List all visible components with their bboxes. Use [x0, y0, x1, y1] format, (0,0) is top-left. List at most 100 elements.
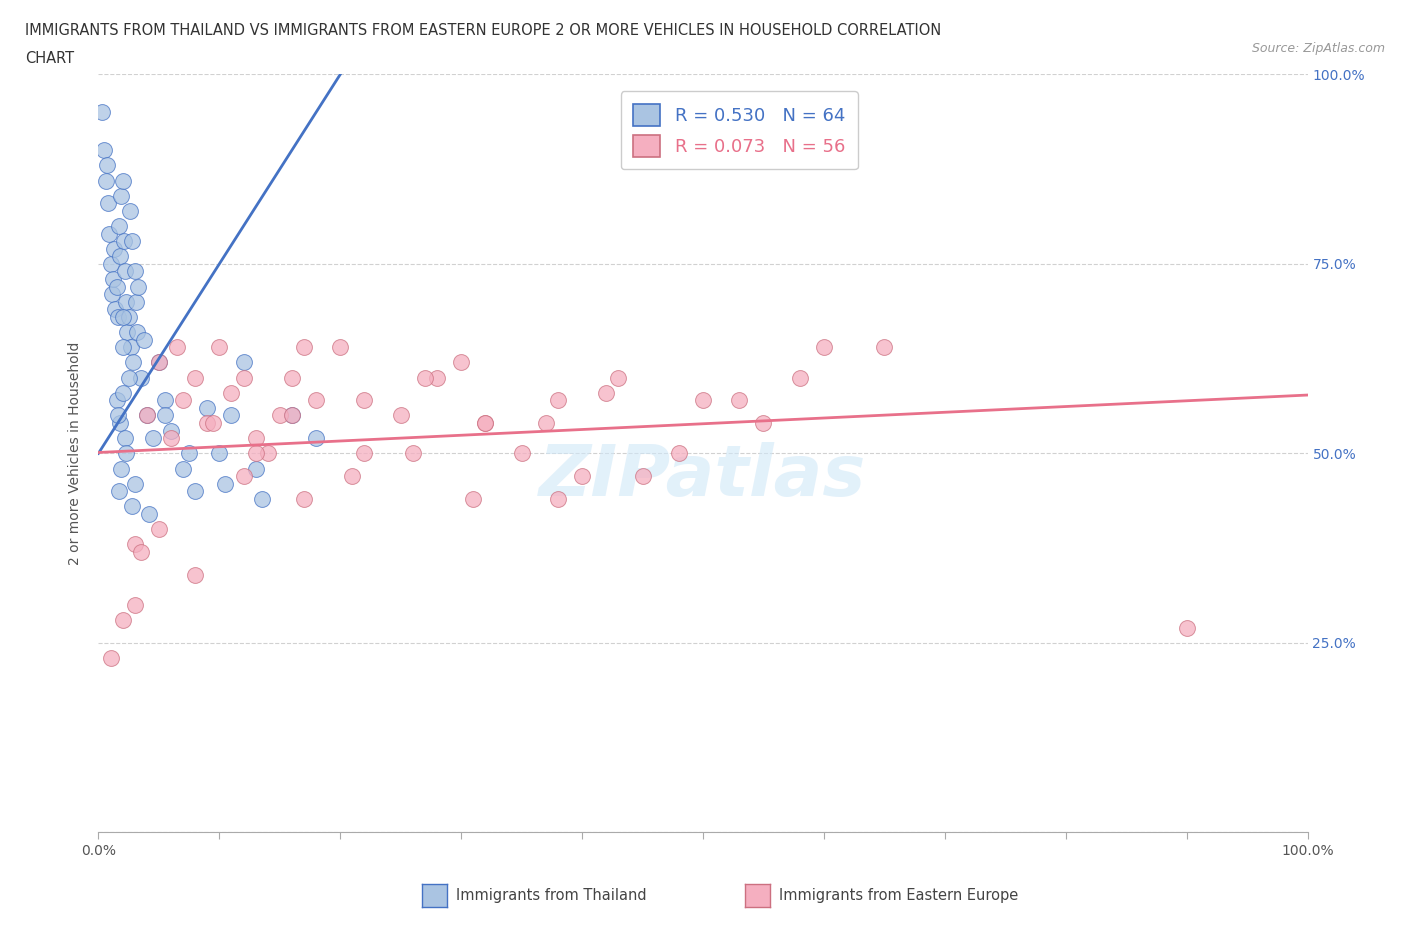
Point — [752, 416, 775, 431]
Point — [96, 158, 118, 173]
Point — [124, 598, 146, 613]
Point — [607, 370, 630, 385]
Point — [232, 469, 254, 484]
Point — [148, 355, 170, 370]
Point — [342, 469, 364, 484]
Point — [108, 249, 131, 264]
Point — [179, 446, 201, 461]
Point — [114, 431, 136, 445]
Point — [100, 651, 122, 666]
Point — [269, 408, 291, 423]
Point — [873, 339, 896, 354]
Point — [124, 264, 146, 279]
Point — [122, 355, 145, 370]
Point — [110, 188, 132, 203]
Point — [127, 325, 149, 339]
Point — [104, 302, 127, 317]
Point — [115, 446, 138, 461]
Point — [138, 507, 160, 522]
Point — [510, 446, 533, 461]
Point — [97, 196, 120, 211]
Point — [195, 401, 218, 416]
Point — [208, 339, 231, 354]
Point — [94, 173, 117, 188]
Point — [221, 408, 243, 423]
Point — [214, 476, 236, 491]
Point — [112, 233, 135, 248]
Point — [118, 370, 141, 385]
Point — [292, 491, 315, 506]
Point — [93, 143, 115, 158]
Point — [129, 370, 152, 385]
Point — [631, 469, 654, 484]
Point — [1175, 620, 1198, 635]
Point — [232, 370, 254, 385]
Point — [103, 241, 125, 256]
Point — [121, 499, 143, 514]
Point — [135, 408, 157, 423]
Point — [117, 325, 139, 339]
Point — [107, 310, 129, 325]
Point — [281, 408, 304, 423]
Point — [160, 431, 183, 445]
Point — [353, 446, 375, 461]
Text: Immigrants from Eastern Europe: Immigrants from Eastern Europe — [779, 888, 1018, 903]
Point — [124, 476, 146, 491]
Point — [98, 226, 121, 241]
Point — [329, 339, 352, 354]
Point — [124, 537, 146, 551]
Point — [305, 392, 328, 407]
Point — [221, 385, 243, 400]
Point — [195, 416, 218, 431]
Point — [571, 469, 593, 484]
Point — [100, 257, 122, 272]
Point — [111, 173, 134, 188]
Point — [127, 279, 149, 294]
Point — [153, 392, 176, 407]
Point — [292, 339, 315, 354]
Point — [202, 416, 225, 431]
Point — [789, 370, 811, 385]
Point — [160, 423, 183, 438]
Point — [413, 370, 436, 385]
Point — [250, 491, 273, 506]
Point — [245, 446, 267, 461]
Text: Immigrants from Thailand: Immigrants from Thailand — [456, 888, 647, 903]
Point — [389, 408, 412, 423]
Point — [135, 408, 157, 423]
Point — [142, 431, 165, 445]
Point — [121, 233, 143, 248]
Point — [184, 370, 207, 385]
Point — [402, 446, 425, 461]
Point — [232, 355, 254, 370]
Point — [208, 446, 231, 461]
Point — [426, 370, 449, 385]
Legend: R = 0.530   N = 64, R = 0.073   N = 56: R = 0.530 N = 64, R = 0.073 N = 56 — [620, 91, 858, 169]
Y-axis label: 2 or more Vehicles in Household: 2 or more Vehicles in Household — [69, 341, 83, 565]
Point — [547, 392, 569, 407]
Point — [256, 446, 278, 461]
Point — [134, 332, 156, 347]
Point — [118, 310, 141, 325]
Text: CHART: CHART — [25, 51, 75, 66]
Point — [172, 392, 194, 407]
Text: Source: ZipAtlas.com: Source: ZipAtlas.com — [1251, 42, 1385, 55]
Point — [129, 544, 152, 559]
Point — [166, 339, 188, 354]
Point — [353, 392, 375, 407]
Point — [281, 370, 304, 385]
Point — [184, 567, 207, 582]
Point — [125, 295, 148, 310]
Point — [474, 416, 496, 431]
Point — [547, 491, 569, 506]
Point — [91, 105, 114, 120]
Point — [728, 392, 751, 407]
Point — [245, 461, 267, 476]
Point — [148, 522, 170, 537]
Point — [172, 461, 194, 476]
Point — [668, 446, 690, 461]
Text: ZIPatlas: ZIPatlas — [540, 442, 866, 511]
Point — [148, 355, 170, 370]
Point — [463, 491, 485, 506]
Point — [111, 385, 134, 400]
